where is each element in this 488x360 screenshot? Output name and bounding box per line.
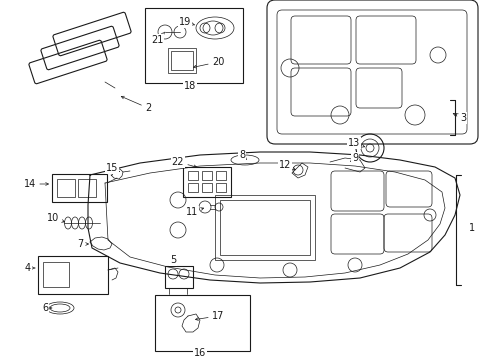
- Text: 7: 7: [77, 239, 88, 249]
- Bar: [202, 183, 212, 192]
- Bar: [202, 171, 212, 180]
- Text: 14: 14: [24, 179, 48, 189]
- Text: 6: 6: [42, 303, 52, 313]
- Bar: [183, 167, 230, 197]
- Text: 17: 17: [195, 311, 224, 321]
- Text: 19: 19: [179, 17, 194, 27]
- Bar: [145, 8, 243, 83]
- Bar: [168, 48, 196, 73]
- Text: 18: 18: [183, 81, 196, 91]
- Bar: [215, 195, 314, 260]
- Bar: [187, 171, 198, 180]
- Bar: [155, 295, 249, 351]
- Text: 5: 5: [169, 255, 176, 266]
- Bar: [216, 171, 225, 180]
- Text: 9: 9: [350, 153, 357, 163]
- Text: 11: 11: [185, 207, 203, 217]
- Text: 21: 21: [150, 32, 164, 45]
- Bar: [171, 51, 193, 70]
- Bar: [57, 179, 75, 197]
- Text: 3: 3: [454, 113, 465, 123]
- Text: 15: 15: [105, 163, 119, 173]
- Text: 1: 1: [468, 223, 474, 233]
- Bar: [52, 174, 107, 202]
- Bar: [187, 183, 198, 192]
- Text: 16: 16: [193, 348, 206, 358]
- Bar: [78, 179, 96, 197]
- Text: 22: 22: [171, 157, 196, 168]
- Bar: [220, 200, 309, 255]
- Text: 2: 2: [121, 96, 151, 113]
- Text: 12: 12: [278, 160, 295, 170]
- Text: 10: 10: [47, 213, 64, 223]
- Bar: [43, 262, 69, 287]
- Text: 20: 20: [193, 57, 224, 68]
- Bar: [38, 256, 108, 294]
- Bar: [216, 183, 225, 192]
- Text: 3: 3: [452, 113, 465, 123]
- Bar: [164, 266, 193, 288]
- Text: 13: 13: [347, 138, 364, 148]
- Text: 8: 8: [239, 150, 246, 160]
- Text: 4: 4: [25, 263, 35, 273]
